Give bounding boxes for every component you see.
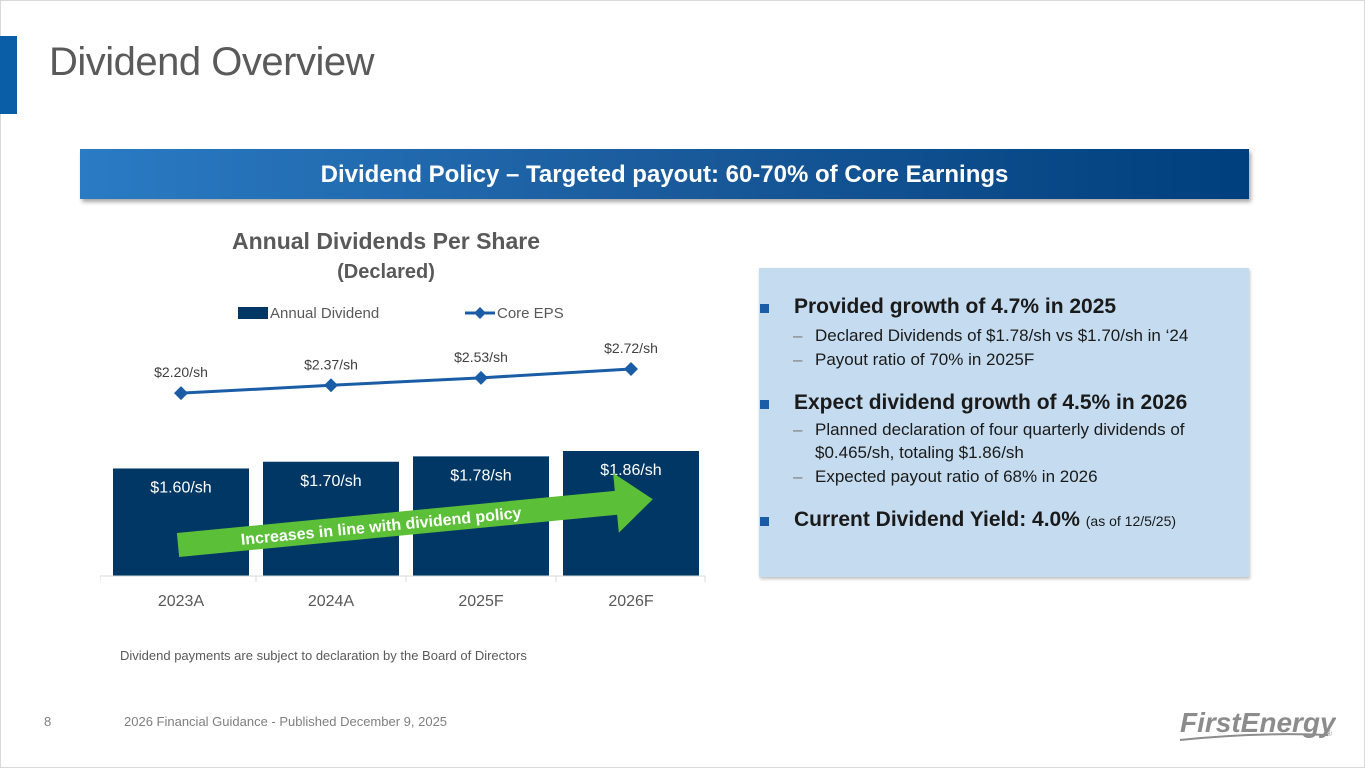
core-eps-point-2025F bbox=[474, 370, 488, 385]
info-box: Provided growth of 4.7% in 2025 – Declar… bbox=[759, 268, 1249, 577]
x-tick-label-2024A: 2024A bbox=[308, 593, 355, 610]
policy-banner: Dividend Policy – Targeted payout: 60-70… bbox=[80, 149, 1249, 199]
footer-text: 2026 Financial Guidance - Published Dece… bbox=[124, 714, 448, 729]
bar-label-2023A: $1.60/sh bbox=[150, 479, 211, 496]
legend-label-annual-dividend: Annual Dividend bbox=[270, 305, 379, 322]
dividend-chart: Annual Dividend Core EPS $1.60/sh $1.70/sh $… bbox=[100, 305, 706, 610]
bar-2023A bbox=[113, 468, 249, 576]
bullet-text: Provided growth of 4.7% in 2025 bbox=[794, 295, 1117, 318]
chart-title: Annual Dividends Per Share (Declared) bbox=[186, 228, 586, 284]
bar-label-2026F: $1.86/sh bbox=[600, 462, 661, 479]
sub-bullet: – Declared Dividends of $1.78/sh vs $1.7… bbox=[793, 324, 1225, 347]
page-title: Dividend Overview bbox=[49, 40, 374, 84]
logo-registered-mark: ® bbox=[1326, 729, 1332, 738]
core-eps-label-2024A: $2.37/sh bbox=[304, 356, 358, 372]
sub-bullet-text: Expected payout ratio of 68% in 2026 bbox=[815, 467, 1098, 486]
bar-label-2024A: $1.70/sh bbox=[300, 473, 361, 490]
bullet-square-icon bbox=[760, 517, 769, 526]
sub-bullet: – Planned declaration of four quarterly … bbox=[793, 418, 1225, 464]
sub-bullet-text: Declared Dividends of $1.78/sh vs $1.70/… bbox=[815, 326, 1189, 345]
legend-marker-core-eps bbox=[474, 307, 486, 319]
core-eps-label-2023A: $2.20/sh bbox=[154, 364, 208, 380]
growth-arrow-shape bbox=[176, 472, 653, 557]
title-accent-bar bbox=[0, 36, 17, 114]
legend-swatch-annual-dividend bbox=[238, 307, 268, 319]
dash-icon: – bbox=[793, 326, 803, 345]
bullet-text: Expect dividend growth of 4.5% in 2026 bbox=[794, 391, 1188, 414]
bar-label-2025F: $1.78/sh bbox=[450, 467, 511, 484]
dash-icon: – bbox=[793, 350, 803, 369]
bullet-square-icon bbox=[760, 304, 769, 313]
yield-note: (as of 12/5/25) bbox=[1085, 513, 1177, 529]
sub-bullet: – Expected payout ratio of 68% in 2026 bbox=[793, 465, 1225, 488]
chart-title-line1: Annual Dividends Per Share bbox=[231, 228, 541, 254]
core-eps-line bbox=[180, 367, 632, 395]
sub-bullet-text: Planned declaration of four quarterly di… bbox=[815, 420, 1185, 462]
bullet-dividend-yield: Current Dividend Yield: 4.0% (as of 12/5… bbox=[760, 508, 1177, 532]
sub-bullet-text: Payout ratio of 70% in 2025F bbox=[815, 350, 1035, 369]
sub-bullet: – Payout ratio of 70% in 2025F bbox=[793, 348, 1225, 371]
firstenergy-logo: FirstEnergy ® bbox=[1179, 707, 1336, 741]
bullet-square-icon bbox=[760, 400, 769, 409]
core-eps-point-2024A bbox=[324, 378, 338, 393]
bullet-growth-2026: Expect dividend growth of 4.5% in 2026 bbox=[760, 391, 1188, 415]
bullet-text: Current Dividend Yield: 4.0% bbox=[794, 508, 1080, 531]
core-eps-label-2025F: $2.53/sh bbox=[454, 349, 508, 365]
chart-title-line2: (Declared) bbox=[337, 261, 435, 283]
x-tick-label-2023A: 2023A bbox=[158, 593, 205, 610]
logo-swoosh bbox=[1179, 733, 1329, 741]
bullet-growth-2025: Provided growth of 4.7% in 2025 bbox=[760, 295, 1117, 319]
dash-icon: – bbox=[793, 420, 803, 439]
x-tick-label-2025F: 2025F bbox=[458, 593, 504, 610]
page-number: 8 bbox=[44, 714, 52, 729]
core-eps-point-2023A bbox=[174, 386, 188, 401]
x-tick-label-2026F: 2026F bbox=[608, 593, 654, 610]
core-eps-point-2026F bbox=[624, 362, 638, 376]
core-eps-label-2026F: $2.72/sh bbox=[604, 340, 658, 356]
footnote: Dividend payments are subject to declara… bbox=[120, 648, 527, 663]
logo-text: FirstEnergy bbox=[1180, 707, 1336, 738]
legend-label-core-eps: Core EPS bbox=[497, 305, 564, 322]
dash-icon: – bbox=[793, 467, 803, 486]
